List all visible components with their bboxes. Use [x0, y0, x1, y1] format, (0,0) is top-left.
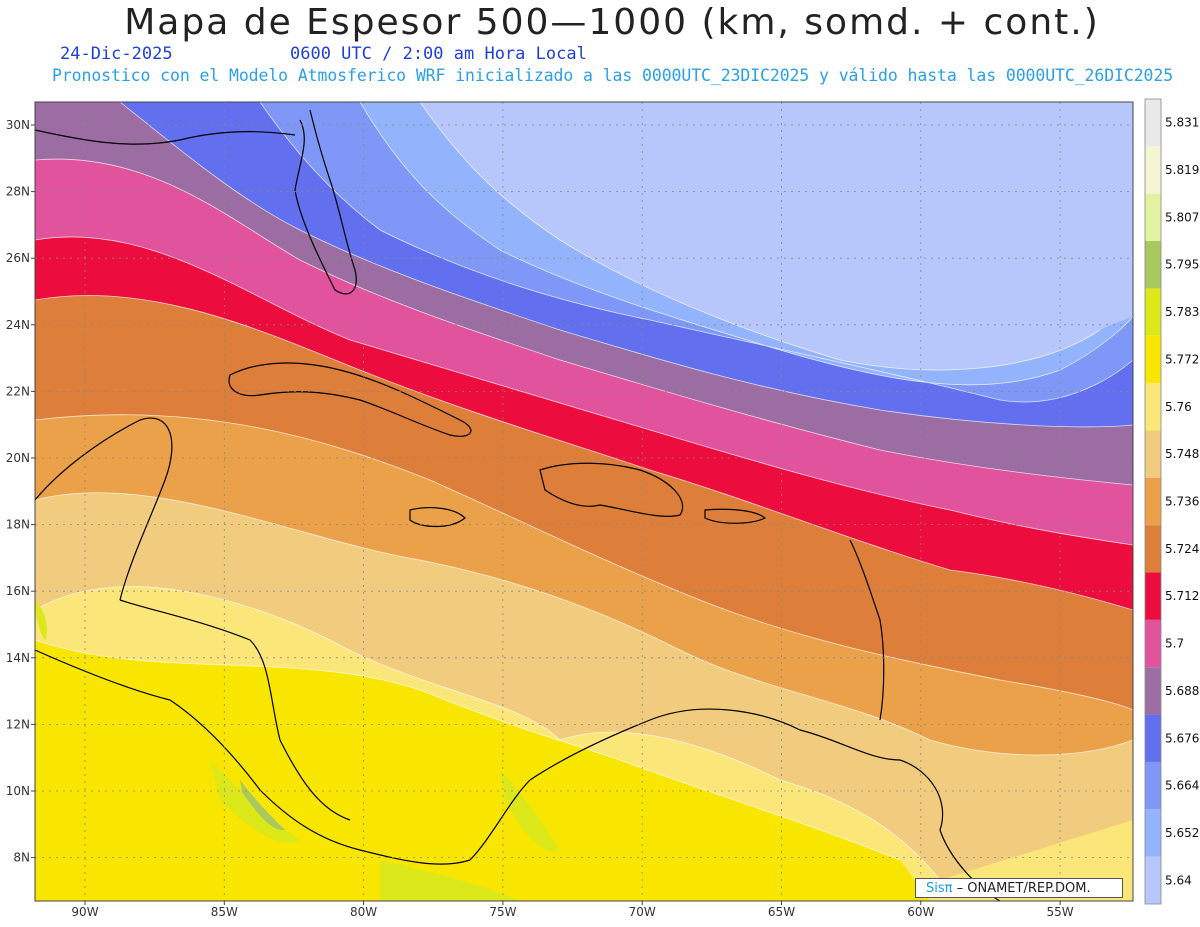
- colorbar-label: 5.688: [1165, 684, 1199, 698]
- colorbar-segment: [1145, 667, 1161, 715]
- colorbar-segment: [1145, 430, 1161, 478]
- colorbar-label: 5.831: [1165, 116, 1199, 130]
- colorbar-label: 5.724: [1165, 542, 1199, 556]
- lat-label: 26N: [6, 251, 30, 265]
- colorbar-segment: [1145, 714, 1161, 762]
- band-5652: [420, 102, 1133, 370]
- colorbar-segment: [1145, 572, 1161, 620]
- forecast-time: 0600 UTC / 2:00 am Hora Local: [290, 44, 587, 64]
- colorbar-segment: [1145, 761, 1161, 810]
- cuba-coast: [228, 362, 472, 437]
- yucatan-coast: [35, 417, 173, 601]
- colorbar-segment: [1145, 477, 1161, 526]
- lon-label: 90W: [71, 905, 98, 919]
- colorbar-label: 5.795: [1165, 258, 1199, 272]
- latitude-labels: 30N 28N 26N 24N 22N 20N 18N 16N 14N 12N 10N 8N: [6, 118, 35, 865]
- lon-label: 55W: [1047, 905, 1074, 919]
- lat-label: 12N: [6, 717, 30, 731]
- lat-label: 20N: [6, 451, 30, 465]
- lat-label: 28N: [6, 185, 30, 199]
- south-america-coast: [529, 708, 1001, 901]
- lesser-antilles: [849, 539, 885, 721]
- colorbar-label: 5.783: [1165, 305, 1199, 319]
- lat-label: 24N: [6, 318, 30, 332]
- lon-label: 80W: [350, 905, 377, 919]
- lon-label: 85W: [211, 905, 238, 919]
- lat-label: 14N: [6, 651, 30, 665]
- lat-label: 22N: [6, 384, 30, 398]
- lat-label: 10N: [6, 784, 30, 798]
- shaded-thickness-field: [35, 102, 1133, 901]
- colorbar-label: 5.7: [1165, 637, 1184, 651]
- colorbar: [1144, 98, 1162, 905]
- puerto-rico-coast: [704, 508, 767, 524]
- credit-brand: Sisπ: [926, 881, 953, 896]
- colorbar-segment: [1145, 525, 1161, 573]
- colorbar-label: 5.652: [1165, 826, 1199, 840]
- lat-label: 30N: [6, 118, 30, 132]
- jamaica-coast: [409, 507, 466, 528]
- colorbar-label: 5.712: [1165, 589, 1199, 603]
- colorbar-labels: 5.831 5.819 5.807 5.795 5.783 5.772 5.76 5.748 5…: [1165, 116, 1199, 888]
- map-title: Mapa de Espesor 500—1000 (km, somd. + co…: [124, 2, 1100, 43]
- colorbar-segment: [1145, 856, 1161, 904]
- lat-grid: [35, 124, 1133, 858]
- colorbar-segment: [1145, 809, 1161, 857]
- colorbar-segment: [1145, 383, 1161, 431]
- colorbar-label: 5.772: [1165, 352, 1199, 366]
- us-gulf-coast: [35, 129, 296, 145]
- colorbar-segment: [1145, 288, 1161, 336]
- coastlines: [35, 109, 1001, 901]
- contour-lines: [35, 102, 1133, 881]
- colorbar-segment: [1145, 335, 1161, 384]
- lon-grid: [84, 102, 1061, 901]
- colorbar-segment: [1145, 146, 1161, 194]
- florida-coast: [294, 109, 357, 295]
- colorbar-label: 5.76: [1165, 400, 1192, 414]
- central-america-coast: [35, 649, 531, 865]
- credit-text: – ONAMET/REP.DOM.: [956, 881, 1091, 896]
- lat-label: 8N: [13, 851, 30, 865]
- colorbar-segment: [1145, 193, 1161, 242]
- colorbar-segment: [1145, 619, 1161, 668]
- colorbar-frame: [1144, 98, 1162, 905]
- lon-label: 60W: [907, 905, 934, 919]
- credit-box: Sisπ – ONAMET/REP.DOM.: [915, 878, 1123, 898]
- colorbar-segment: [1145, 99, 1161, 147]
- colorbar-label: 5.748: [1165, 447, 1199, 461]
- longitude-labels: 90W 85W 80W 75W 70W 65W 60W 55W: [71, 901, 1074, 919]
- colorbar-label: 5.64: [1165, 873, 1192, 887]
- colorbar-label: 5.807: [1165, 210, 1199, 224]
- colorbar-label: 5.736: [1165, 495, 1199, 509]
- lon-label: 75W: [489, 905, 516, 919]
- forecast-description: Pronostico con el Modelo Atmosferico WRF…: [52, 66, 1174, 85]
- local-green-patches: [35, 600, 560, 901]
- lon-label: 70W: [629, 905, 656, 919]
- lat-label: 18N: [6, 518, 30, 532]
- colorbar-segment: [1145, 241, 1161, 289]
- lon-label: 65W: [768, 905, 795, 919]
- central-america-caribbean-coast: [119, 599, 351, 821]
- map-frame: [34, 101, 1134, 902]
- hispaniola-coast: [539, 462, 684, 517]
- lat-label: 16N: [6, 584, 30, 598]
- colorbar-label: 5.819: [1165, 163, 1199, 177]
- colorbar-label: 5.664: [1165, 779, 1199, 793]
- colorbar-label: 5.676: [1165, 731, 1199, 745]
- forecast-date: 24-Dic-2025: [60, 44, 173, 64]
